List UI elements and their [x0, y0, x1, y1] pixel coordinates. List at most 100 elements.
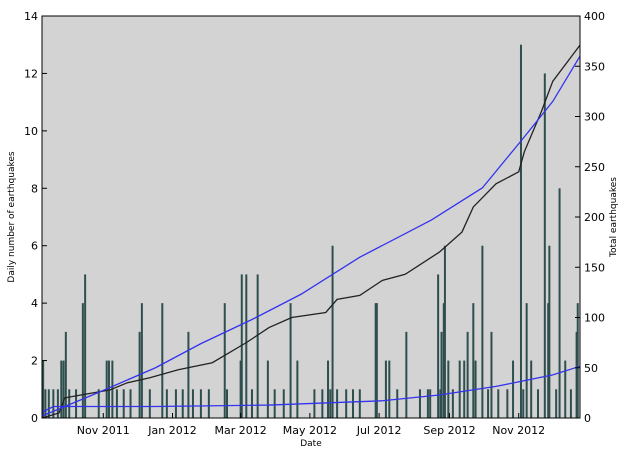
bar — [199, 389, 202, 418]
bar — [374, 303, 377, 418]
bar — [558, 188, 561, 418]
bar — [458, 360, 461, 418]
bar — [525, 303, 528, 418]
y2-tick-label: 300 — [584, 111, 605, 124]
bar — [226, 389, 229, 418]
bar — [487, 389, 490, 418]
bar — [519, 44, 522, 418]
y2-tick-label: 150 — [584, 261, 605, 274]
bar — [481, 245, 484, 418]
bar — [282, 389, 285, 418]
bar — [223, 303, 226, 418]
bar — [187, 331, 190, 418]
bar — [506, 389, 509, 418]
bar — [273, 389, 276, 418]
bar — [191, 389, 194, 418]
bar — [576, 303, 579, 418]
bar — [375, 303, 378, 418]
bar — [56, 389, 59, 418]
bar — [336, 389, 339, 418]
bar — [472, 303, 475, 418]
y2-tick-label: 100 — [584, 312, 605, 325]
bar — [174, 389, 177, 418]
bar — [47, 389, 50, 418]
bar — [296, 360, 299, 418]
x-tick-label: Sep 2012 — [423, 424, 475, 437]
bar — [396, 389, 399, 418]
y-tick-label: 2 — [31, 355, 38, 368]
bar — [68, 389, 71, 418]
bar — [327, 360, 330, 418]
bar — [42, 360, 45, 418]
bar — [548, 245, 551, 418]
bar — [266, 360, 269, 418]
bar — [60, 360, 63, 418]
y-axis-label: Daily number of earthquakes — [7, 151, 17, 283]
bar — [207, 389, 210, 418]
bar — [44, 389, 47, 418]
bar — [62, 360, 65, 418]
bar — [575, 331, 578, 418]
x-tick-label: Mar 2012 — [215, 424, 267, 437]
y2-tick-label: 400 — [584, 10, 605, 23]
bar — [351, 389, 354, 418]
bar — [440, 331, 443, 418]
bar — [250, 389, 253, 418]
bar — [84, 274, 87, 418]
bar — [547, 303, 550, 418]
bar — [140, 303, 143, 418]
bar — [466, 331, 469, 418]
x-axis-label: Date — [300, 439, 322, 449]
bar — [329, 389, 332, 418]
bar — [256, 274, 259, 418]
bar — [240, 274, 243, 418]
bar — [405, 331, 408, 418]
bar — [122, 389, 125, 418]
bar — [543, 73, 546, 418]
bar — [52, 389, 55, 418]
y-tick-label: 6 — [31, 240, 38, 253]
bar — [148, 389, 151, 418]
bar — [289, 303, 292, 418]
x-tick-label: Nov 2011 — [77, 424, 130, 437]
y2-tick-label: 50 — [584, 362, 598, 375]
line — [41, 365, 581, 413]
bar — [331, 245, 334, 418]
bar — [358, 389, 361, 418]
bar — [115, 389, 118, 418]
bar — [129, 389, 132, 418]
bar — [443, 245, 446, 418]
y2-axis-label: Total earthquakes — [609, 177, 619, 258]
y2-tick-label: 0 — [584, 412, 591, 425]
plot-background — [42, 16, 580, 418]
bar — [345, 389, 348, 418]
y-tick-label: 4 — [31, 297, 38, 310]
bar — [537, 389, 540, 418]
bar — [97, 389, 100, 418]
y-tick-label: 0 — [31, 412, 38, 425]
x-tick-label: May 2012 — [283, 424, 337, 437]
bar — [418, 389, 421, 418]
bar — [569, 389, 572, 418]
bar — [388, 360, 391, 418]
y2-tick-label: 350 — [584, 60, 605, 73]
bar — [447, 360, 450, 418]
bar — [497, 389, 500, 418]
bar — [512, 360, 515, 418]
bar — [555, 389, 558, 418]
y2-tick-label: 200 — [584, 211, 605, 224]
bar — [451, 389, 454, 418]
bar — [437, 274, 440, 418]
bar — [165, 389, 168, 418]
bar — [64, 331, 67, 418]
bar — [439, 389, 442, 418]
bar — [81, 303, 84, 418]
bar — [75, 389, 78, 418]
line — [41, 44, 581, 419]
bar — [522, 389, 525, 418]
line — [41, 55, 581, 417]
y-tick-label: 8 — [31, 182, 38, 195]
y-tick-label: 14 — [24, 10, 38, 23]
x-tick-label: Jan 2012 — [147, 424, 196, 437]
y-tick-label: 12 — [24, 67, 38, 80]
